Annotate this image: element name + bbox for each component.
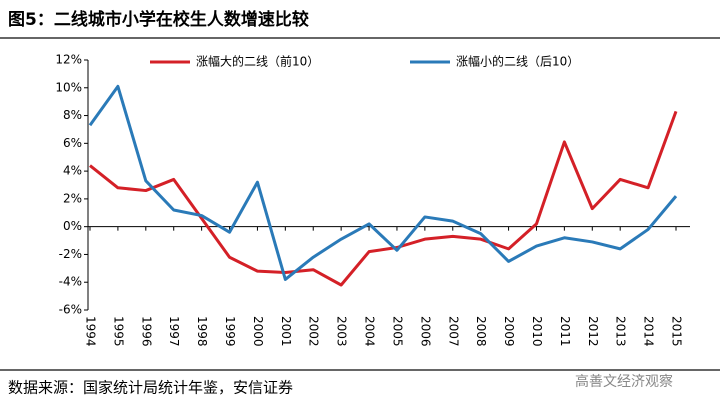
legend-label: 涨幅大的二线（前10） [196, 54, 319, 69]
series-line [88, 84, 678, 281]
x-tick-label: 2001 [279, 316, 293, 347]
x-tick-label: 2002 [307, 316, 321, 347]
y-tick-label: 8% [63, 108, 82, 122]
series-line [89, 110, 678, 287]
y-tick-label: 0% [63, 219, 82, 233]
x-tick-label: 2015 [670, 316, 684, 347]
x-tick-label: 2004 [363, 316, 377, 347]
y-tick-label: -2% [59, 247, 82, 261]
x-tick-label: 2012 [586, 316, 600, 347]
y-tick-label: 2% [63, 191, 82, 205]
x-tick-label: 2003 [335, 316, 349, 347]
x-tick-label: 2008 [474, 316, 488, 347]
y-tick-label: -6% [59, 303, 82, 317]
x-tick-label: 2011 [558, 316, 572, 347]
x-tick-label: 1996 [139, 316, 153, 347]
legend-label: 涨幅小的二线（后10） [456, 54, 579, 69]
x-tick-label: 2000 [251, 316, 265, 347]
y-tick-label: 12% [55, 53, 82, 67]
chart-title: 图5：二线城市小学在校生人数增速比较 [8, 9, 309, 30]
x-tick-label: 1994 [84, 316, 98, 347]
y-tick-label: 6% [63, 136, 82, 150]
x-tick-label: 1999 [223, 316, 237, 347]
watermark: 高善文经济观察 [575, 373, 673, 390]
source: 数据来源：国家统计局统计年鉴，安信证券 [8, 379, 293, 397]
x-tick-label: 1998 [195, 316, 209, 347]
x-tick-label: 2014 [642, 316, 656, 347]
x-tick-label: 2005 [390, 316, 404, 347]
x-tick-label: 2013 [614, 316, 628, 347]
x-tick-label: 2007 [446, 316, 460, 347]
x-tick-label: 1997 [167, 316, 181, 347]
x-tick-label: 2006 [418, 316, 432, 347]
y-tick-label: 4% [63, 164, 82, 178]
x-tick-label: 2010 [530, 316, 544, 347]
y-tick-label: -4% [59, 275, 82, 289]
y-tick-label: 10% [55, 80, 82, 94]
x-tick-label: 1995 [111, 316, 125, 347]
x-tick-label: 2009 [502, 316, 516, 347]
